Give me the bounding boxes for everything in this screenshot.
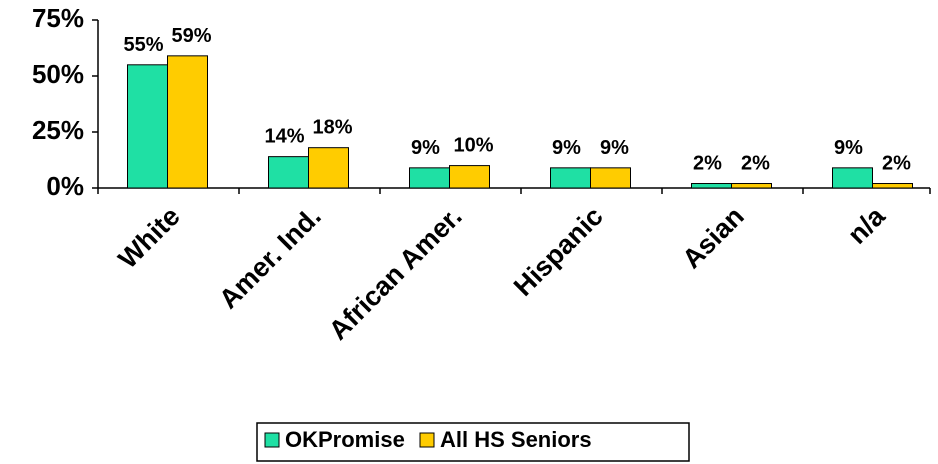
bar: [268, 156, 309, 189]
value-label: 9%: [411, 137, 440, 159]
legend-swatch: [264, 432, 280, 448]
value-label: 10%: [453, 135, 493, 157]
value-label: 9%: [552, 137, 581, 159]
value-label: 2%: [693, 153, 722, 175]
value-label: 2%: [741, 153, 770, 175]
legend-label: OKPromise: [285, 427, 405, 452]
value-label: 14%: [264, 126, 304, 148]
x-tick-label: n/a: [842, 200, 891, 249]
value-label: 2%: [882, 153, 911, 175]
value-label: 9%: [600, 137, 629, 159]
bar: [731, 183, 772, 189]
value-label: 9%: [834, 137, 863, 159]
bar: [308, 147, 349, 189]
x-tick-label: Hispanic: [508, 201, 609, 302]
y-tick-label: 75%: [32, 3, 84, 33]
bar: [167, 55, 208, 189]
bar: [872, 183, 913, 189]
bar: [550, 167, 591, 189]
x-tick-label: Asian: [677, 201, 750, 274]
value-label: 55%: [123, 34, 163, 56]
bar: [449, 165, 490, 189]
bar: [832, 167, 873, 189]
legend-label: All HS Seniors: [440, 427, 592, 452]
bar: [590, 167, 631, 189]
x-tick-label: White: [113, 201, 186, 274]
bar: [691, 183, 732, 189]
y-tick-label: 0%: [46, 171, 84, 201]
y-tick-label: 50%: [32, 59, 84, 89]
value-label: 59%: [171, 25, 211, 47]
legend-box: [256, 422, 690, 462]
bar: [409, 167, 450, 189]
x-tick-label: Amer. Ind.: [213, 201, 327, 315]
legend-swatch: [419, 432, 435, 448]
bar: [127, 64, 168, 189]
value-label: 18%: [312, 117, 352, 139]
y-tick-label: 25%: [32, 115, 84, 145]
x-tick-label: African Amer.: [323, 201, 468, 346]
